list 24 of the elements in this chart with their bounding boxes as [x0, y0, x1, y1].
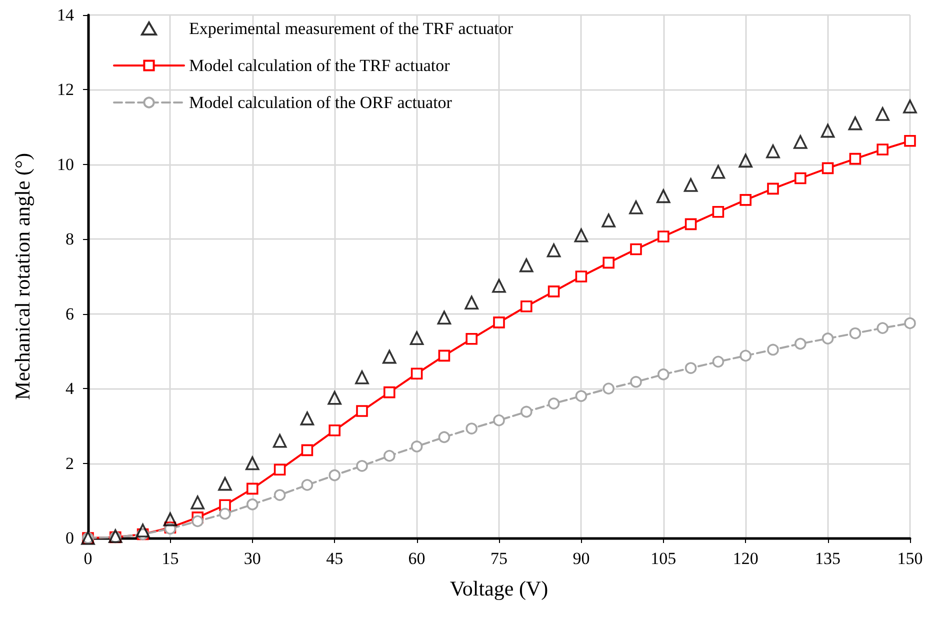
y-tick-label: 6 — [66, 304, 74, 324]
x-tick-label: 120 — [732, 549, 758, 568]
y-tick-label: 12 — [57, 80, 74, 100]
x-tick-label: 30 — [244, 549, 261, 568]
x-axis-title: Voltage (V) — [450, 576, 548, 600]
x-tick-label: 90 — [572, 549, 590, 568]
x-tick-label: 150 — [897, 549, 923, 568]
y-axis-title: Mechanical rotation angle (°) — [10, 153, 34, 400]
legend-label: Experimental measurement of the TRF actuator — [189, 19, 514, 38]
x-tick-label: 135 — [815, 549, 841, 568]
y-tick-label: 0 — [66, 528, 74, 548]
x-tick-label: 75 — [490, 549, 508, 568]
x-tick-label: 105 — [650, 549, 676, 568]
x-tick-label: 45 — [326, 549, 344, 568]
y-tick-label: 4 — [66, 379, 74, 398]
y-tick-label: 14 — [57, 6, 74, 24]
legend-label: Model calculation of the TRF actuator — [189, 56, 450, 75]
y-tick-label: 2 — [66, 454, 74, 473]
x-tick-label: 0 — [84, 549, 92, 568]
x-tick-label: 60 — [408, 549, 426, 568]
legend-label: Model calculation of the ORF actuator — [189, 93, 452, 112]
y-tick-label: 8 — [66, 230, 74, 249]
x-tick-label: 15 — [162, 549, 179, 568]
y-tick-label: 10 — [57, 154, 74, 174]
